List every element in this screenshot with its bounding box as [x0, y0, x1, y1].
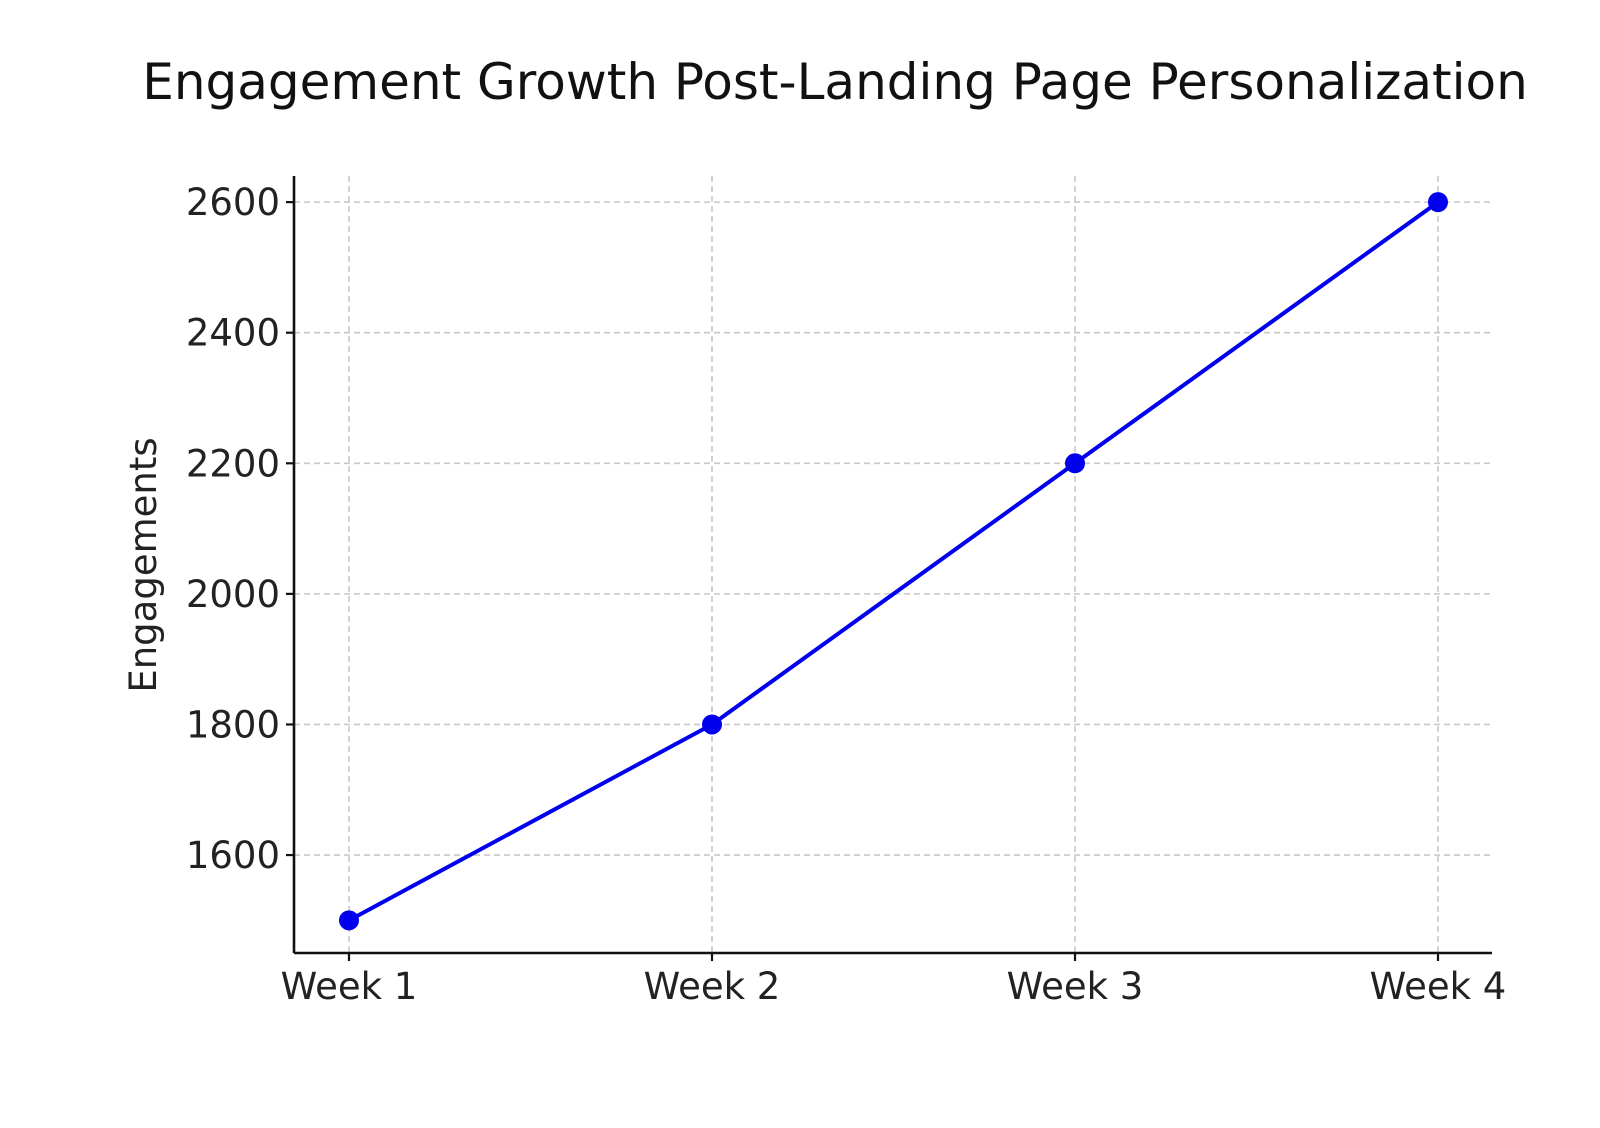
- x-tick-label: Week 4: [1370, 965, 1507, 1008]
- ticks: 1600 1800 2000 2200 2400 2600 Week 1 Week 2 Week…: [186, 181, 1507, 1008]
- data-point: [1065, 453, 1085, 474]
- y-axis-label: Engagements: [122, 437, 165, 692]
- y-tick-label: 2000: [186, 573, 280, 616]
- chart-title: Engagement Growth Post-Landing Page Pers…: [142, 53, 1528, 111]
- x-tick-label: Week 1: [281, 965, 418, 1008]
- axes: [292, 176, 1492, 955]
- series-line: [347, 200, 1440, 923]
- x-tick-label: Week 2: [644, 965, 781, 1008]
- y-tick-label: 2400: [186, 312, 280, 355]
- y-tick-label: 2600: [186, 181, 280, 224]
- series: [339, 192, 1448, 931]
- data-point: [339, 910, 359, 931]
- data-point: [702, 714, 722, 735]
- y-tick-label: 2200: [186, 442, 280, 485]
- data-point: [1428, 192, 1448, 213]
- x-tick-label: Week 3: [1007, 965, 1144, 1008]
- y-tick-label: 1600: [186, 834, 280, 877]
- y-tick-label: 1800: [186, 703, 280, 746]
